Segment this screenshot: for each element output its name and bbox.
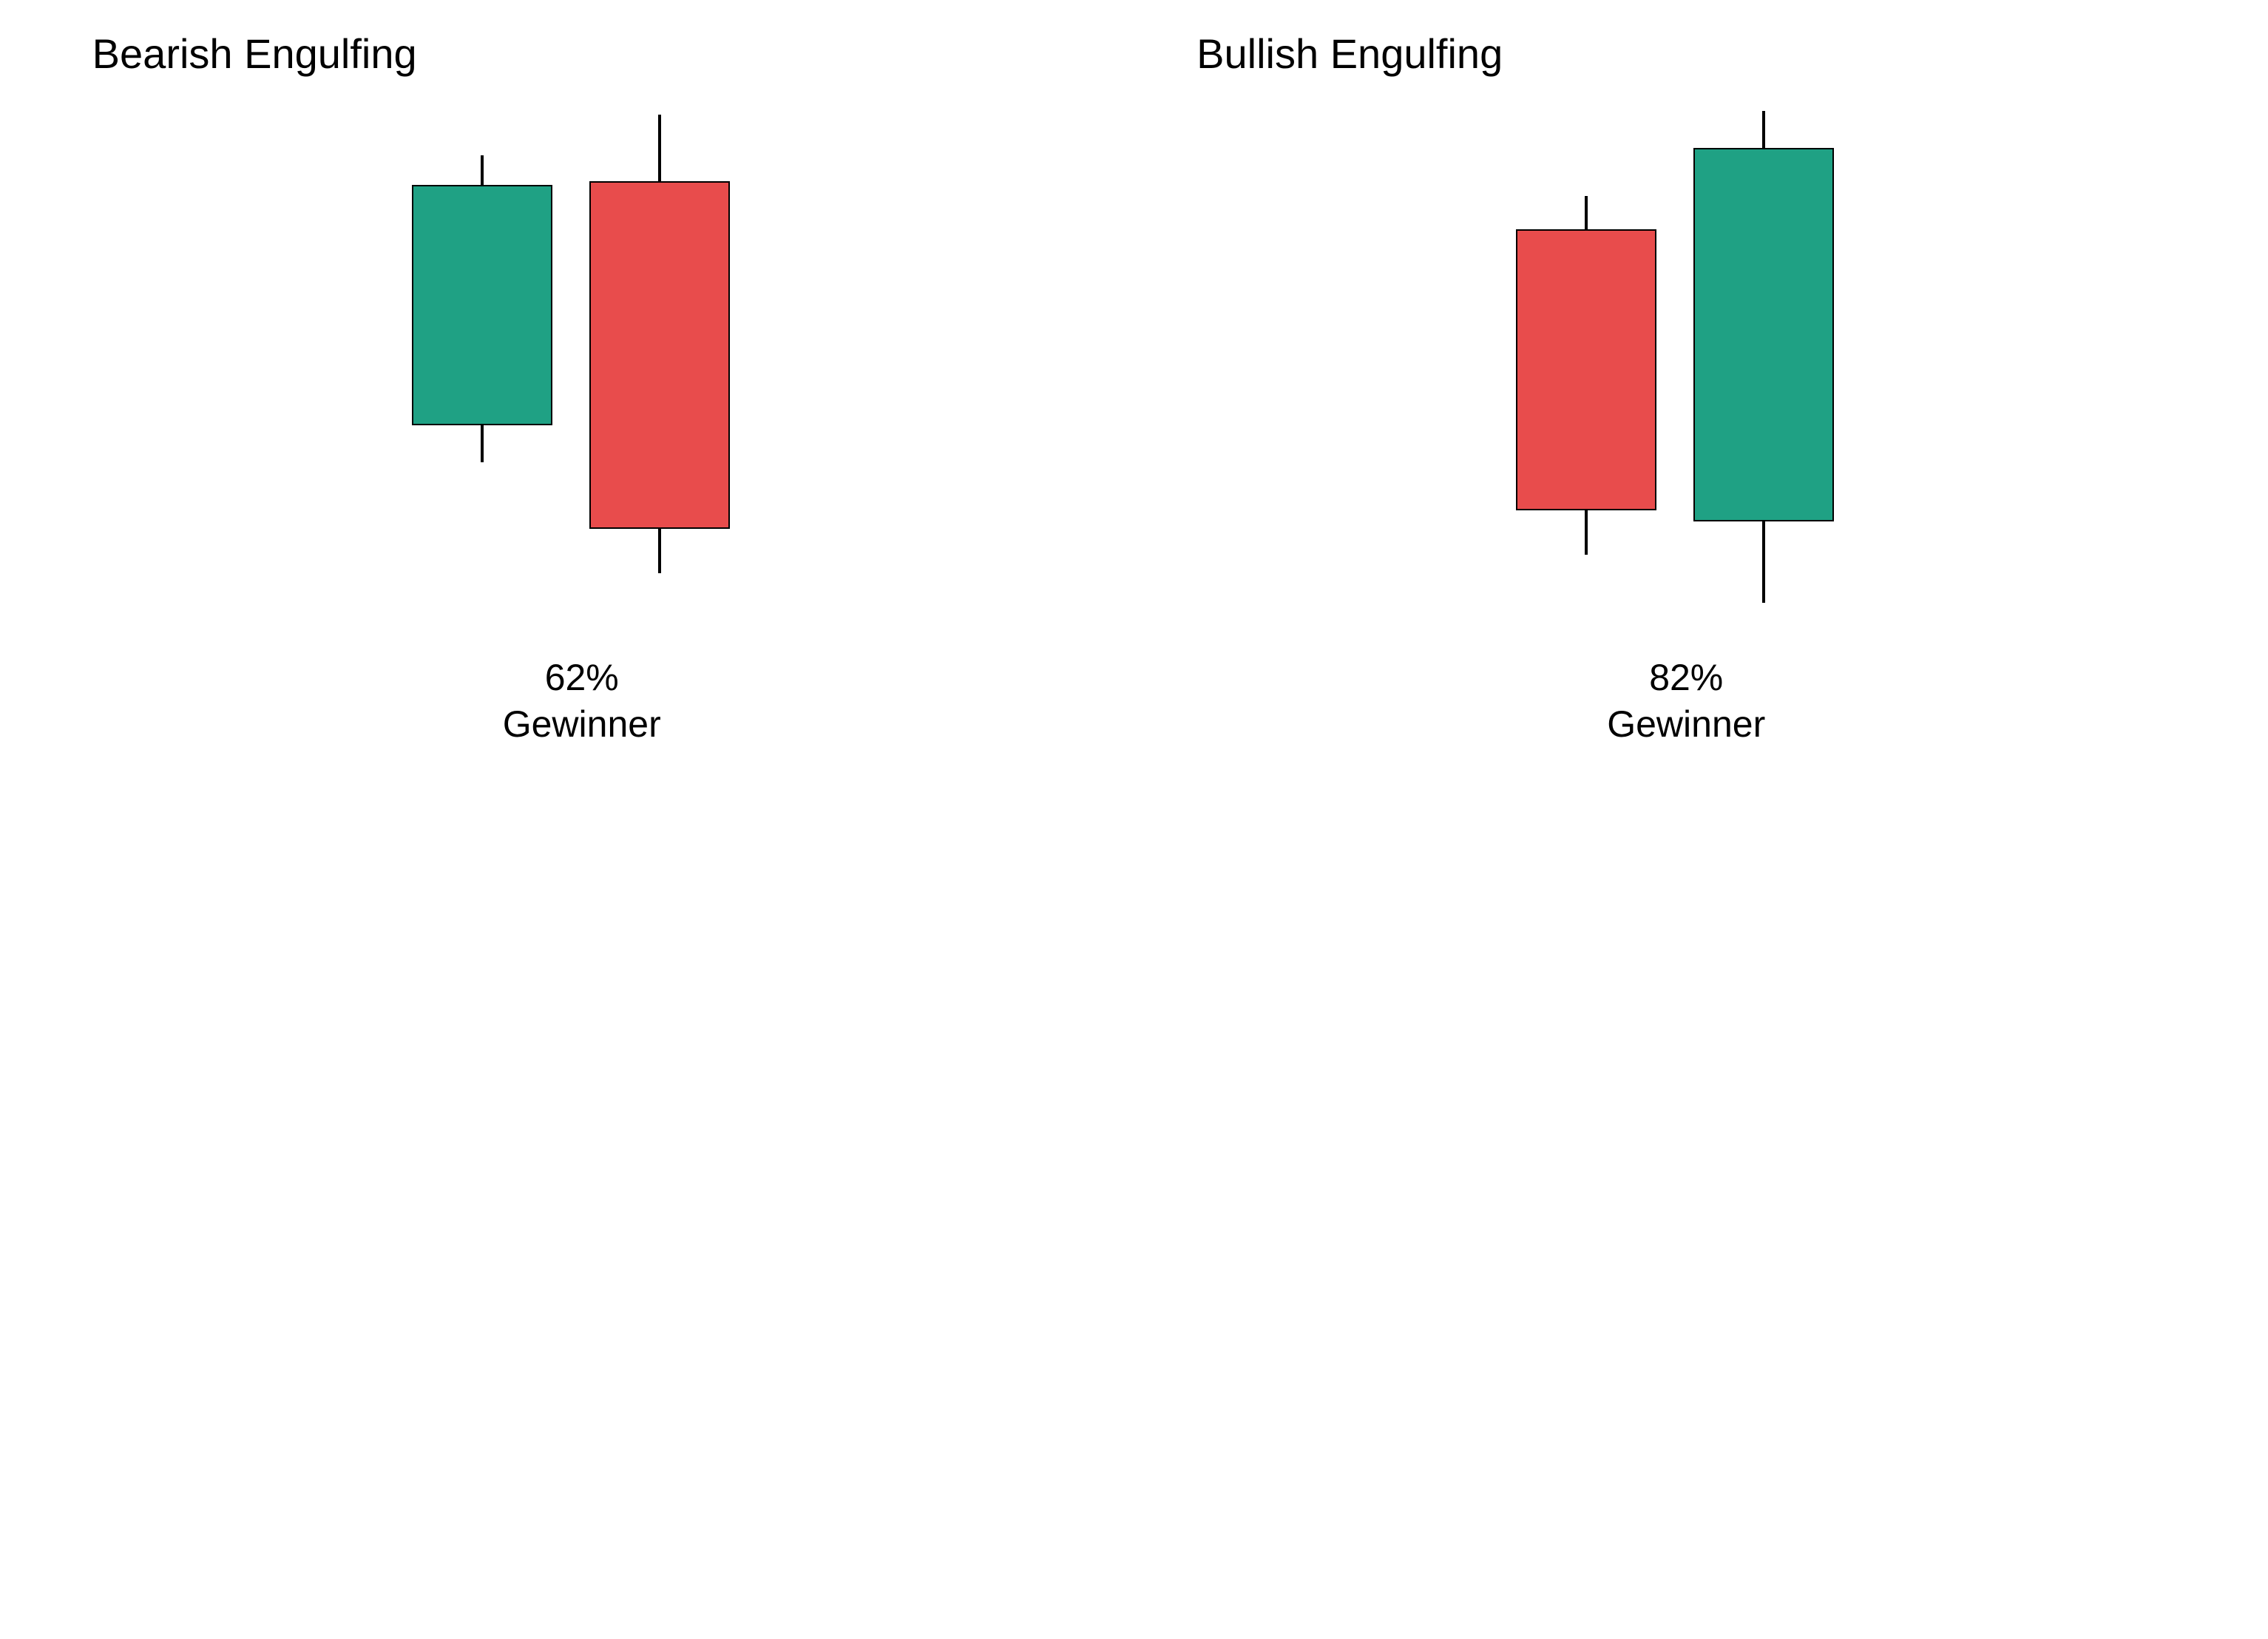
bullish-candle-1 [1516,100,1656,632]
bearish-candle-2 [589,100,730,632]
chart-area-bullish [1494,100,1878,632]
bullish-candle-1-lower-wick [1585,510,1588,555]
bullish-candle-2-upper-wick [1762,111,1765,148]
bullish-candle-2-body [1693,148,1834,521]
panel-title-bullish: Bullish Engulfing [1189,30,1503,78]
bearish-candle-1-body [412,185,552,425]
caption-bullish: 82% Gewinner [1607,655,1765,747]
label-bearish: Gewinner [503,701,661,748]
caption-bearish: 62% Gewinner [503,655,661,747]
panel-title-bearish: Bearish Engulfing [85,30,417,78]
bearish-candle-1-lower-wick [481,425,484,462]
bullish-candle-2-lower-wick [1762,521,1765,603]
bullish-candle-1-upper-wick [1585,196,1588,229]
bearish-candle-1-upper-wick [481,155,484,185]
chart-area-bearish [390,100,774,632]
label-bullish: Gewinner [1607,701,1765,748]
percent-bullish: 82% [1607,655,1765,701]
bearish-candle-2-upper-wick [658,115,661,181]
bearish-candle-1 [412,100,552,632]
panel-bearish: Bearish Engulfing 62% Gewinner [85,30,1079,747]
bullish-candle-2 [1693,100,1834,632]
percent-bearish: 62% [503,655,661,701]
bullish-candle-1-body [1516,229,1656,510]
panel-bullish: Bullish Engulfing 82% Gewinner [1189,30,2183,747]
page-root: Bearish Engulfing 62% Gewinner Bullish E… [0,0,2268,777]
bearish-candle-2-body [589,181,730,529]
bearish-candle-2-lower-wick [658,529,661,573]
